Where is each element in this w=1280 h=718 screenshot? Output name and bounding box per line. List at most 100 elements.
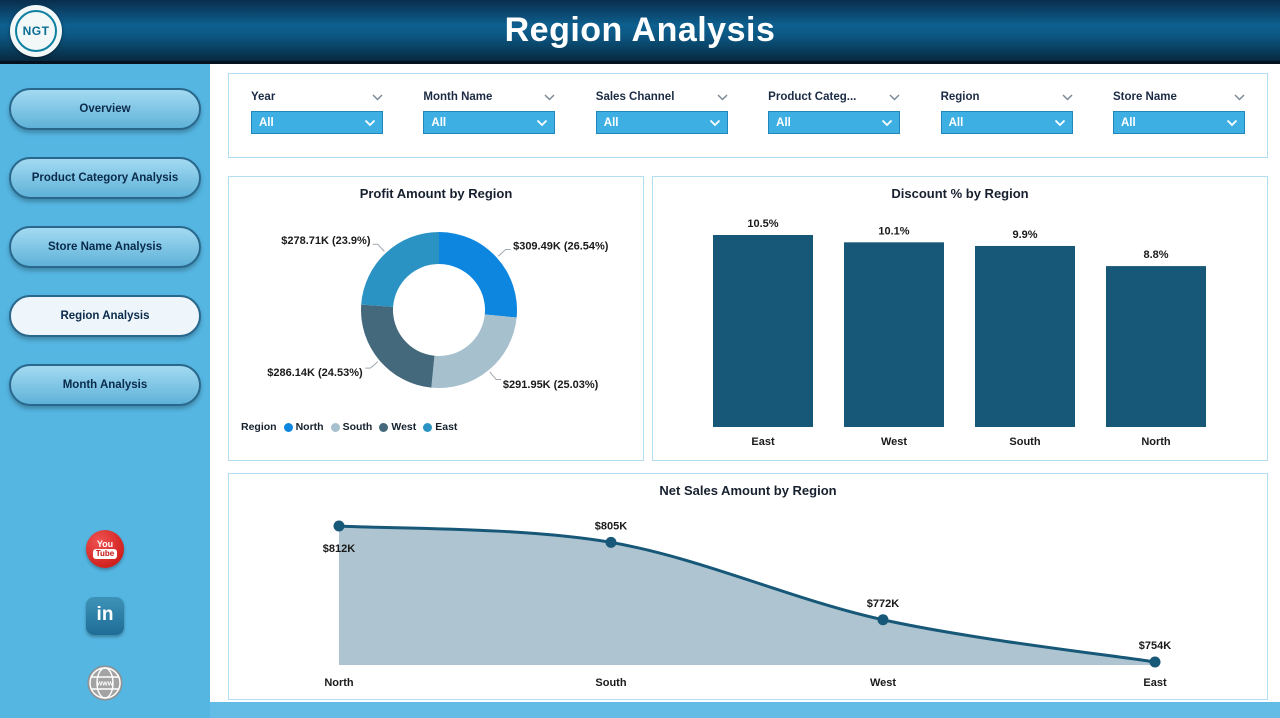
filter-value: All: [776, 116, 791, 129]
donut-slice-north[interactable]: [439, 232, 517, 318]
donut-legend: Region North South West East: [241, 421, 457, 433]
youtube-icon[interactable]: You Tube: [86, 530, 124, 568]
legend-dot: [283, 422, 293, 432]
donut-chart-title: Profit Amount by Region: [359, 186, 513, 201]
filter-dropdown[interactable]: All: [423, 111, 556, 134]
chevron-down-icon[interactable]: [889, 93, 900, 101]
website-icon[interactable]: www: [86, 664, 124, 702]
filter-dropdown[interactable]: All: [1112, 111, 1245, 134]
area-point-east[interactable]: [1149, 656, 1161, 668]
area-line: [338, 524, 1156, 664]
filter-dropdown[interactable]: All: [940, 111, 1073, 134]
area-fill: [339, 526, 1155, 665]
sidebar-item-overview[interactable]: Overview: [9, 88, 201, 130]
filter-value: All: [603, 116, 619, 129]
area-axis-label: North: [324, 677, 354, 689]
sidebar-item-store-name-analysis[interactable]: Store Name Analysis: [9, 226, 201, 268]
filter-dropdown[interactable]: All: [768, 111, 901, 134]
chevron-down-icon: [1054, 119, 1065, 126]
legend-item-north[interactable]: North: [283, 421, 324, 433]
donut-data-label: $286.14K (24.53%): [267, 367, 363, 379]
sidebar: Overview Product Category Analysis Store N…: [0, 64, 210, 718]
donut-data-label: $309.49K (26.54%): [513, 240, 609, 252]
donut-data-label: $278.71K (23.9%): [281, 235, 371, 247]
linkedin-icon[interactable]: in: [86, 597, 124, 635]
label-leader-line: [497, 249, 511, 257]
chevron-down-icon: [1226, 119, 1238, 126]
filter-label: Region: [940, 91, 980, 103]
chevron-down-icon[interactable]: [372, 93, 383, 101]
filter-value: All: [948, 116, 964, 129]
area-axis-label: East: [1143, 677, 1167, 689]
filter-region: Region All: [940, 91, 1073, 157]
sidebar-item-region-analysis[interactable]: Region Analysis: [9, 295, 201, 337]
label-leader-line: [372, 243, 385, 252]
bar-chart-title: Discount % by Region: [891, 186, 1029, 201]
area-chart-title: Net Sales Amount by Region: [659, 483, 837, 498]
bar-chart: 10.5% East 10.1% West 9.9% South 8.8% North: [713, 218, 1206, 448]
bar-data-label: 8.8%: [1143, 249, 1168, 261]
area-point-west[interactable]: [877, 614, 889, 626]
area-panel: Net Sales Amount by Region $812K North $80…: [228, 473, 1268, 700]
filter-label: Month Name: [423, 91, 493, 103]
donut-data-label: $291.95K (25.03%): [503, 379, 599, 391]
legend-dot: [330, 422, 340, 432]
bar-west[interactable]: [844, 242, 944, 427]
bar-axis-label: South: [1009, 436, 1040, 448]
area-data-label: $772K: [867, 598, 899, 610]
area-point-south[interactable]: [605, 536, 617, 548]
svg-text:www: www: [96, 681, 114, 688]
legend-item-west[interactable]: West: [379, 421, 416, 433]
area-chart: $812K North $805K South $772K West $754K East: [323, 520, 1171, 689]
chevron-down-icon: [709, 119, 720, 126]
legend-dot: [379, 422, 389, 432]
donut-slice-east[interactable]: [361, 232, 439, 307]
bar-south[interactable]: [975, 245, 1075, 427]
donut-panel: Profit Amount by Region $309.49K (26.54%…: [228, 176, 644, 461]
filter-label: Product Categ...: [768, 91, 857, 103]
main-content: Year All Month Name All Sales Channel All Prod…: [210, 64, 1280, 718]
filter-dropdown[interactable]: All: [595, 111, 728, 134]
sidebar-item-month-analysis[interactable]: Month Analysis: [9, 364, 201, 406]
donut-slice-south[interactable]: [431, 314, 517, 388]
social-links: You Tube in www: [0, 530, 210, 702]
bottom-strip: [210, 702, 1280, 718]
chevron-down-icon: [882, 119, 893, 126]
legend-item-east[interactable]: East: [423, 421, 457, 433]
page-title: Region Analysis: [504, 11, 776, 49]
header: NGT Region Analysis: [0, 0, 1280, 64]
donut-slice-west[interactable]: [361, 304, 435, 388]
filter-value: All: [1120, 116, 1136, 129]
chevron-down-icon[interactable]: [544, 93, 555, 101]
chevron-down-icon[interactable]: [717, 93, 728, 101]
area-point-north[interactable]: [333, 520, 345, 532]
filter-bar: Year All Month Name All Sales Channel All Prod…: [228, 73, 1268, 158]
chevron-down-icon: [364, 119, 376, 126]
label-leader-line: [489, 371, 502, 381]
bar-axis-label: East: [751, 436, 775, 448]
bar-data-label: 10.1%: [878, 225, 909, 237]
bar-panel: Discount % by Region 10.5% East 10.1% West 9…: [652, 176, 1268, 461]
area-data-label: $754K: [1139, 640, 1171, 652]
bar-east[interactable]: [713, 235, 813, 427]
bar-axis-label: West: [881, 436, 907, 448]
filter-year: Year All: [251, 91, 383, 157]
bar-axis-label: North: [1141, 436, 1171, 448]
sidebar-nav: Overview Product Category Analysis Store N…: [0, 64, 210, 406]
sidebar-item-product-category-analysis[interactable]: Product Category Analysis: [9, 157, 201, 199]
bar-data-label: 9.9%: [1012, 229, 1037, 241]
app-logo-text: NGT: [15, 10, 57, 52]
legend-item-south[interactable]: South: [330, 421, 372, 433]
filter-label: Store Name: [1112, 91, 1177, 103]
filter-dropdown[interactable]: All: [251, 111, 383, 134]
bar-data-label: 10.5%: [747, 218, 778, 230]
bar-north[interactable]: [1106, 266, 1206, 427]
chevron-down-icon: [537, 119, 548, 126]
chevron-down-icon[interactable]: [1234, 93, 1245, 101]
filter-label: Sales Channel: [595, 91, 675, 103]
chevron-down-icon[interactable]: [1062, 93, 1073, 101]
filter-product-categ: Product Categ... All: [768, 91, 901, 157]
globe-icon: www: [87, 665, 123, 701]
filter-month-name: Month Name All: [423, 91, 556, 157]
filter-store-name: Store Name All: [1112, 91, 1245, 157]
